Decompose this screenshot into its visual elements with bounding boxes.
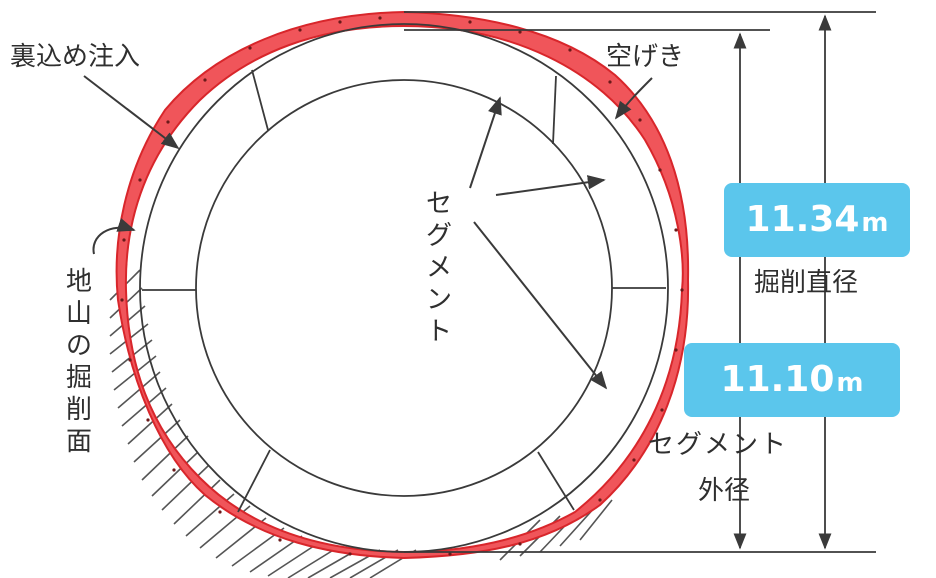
segment-diameter-unit: m (836, 368, 864, 398)
excavated-ground-label: 地山の掘削面 (65, 267, 92, 457)
segment-outer-label-2: 外径 (698, 476, 751, 506)
dimension-lines (404, 11, 876, 553)
grout-band (115, 10, 690, 560)
segment-outer-circle (139, 23, 669, 553)
backfill-label: 裏込め注入 (10, 42, 141, 72)
void-leader-arrow (614, 77, 653, 120)
segment-center-label: セグメント (425, 189, 452, 347)
segment-arrows (469, 96, 608, 390)
excavation-diameter-value: 11.34 (745, 199, 860, 240)
excavation-diameter-label: 掘削直径 (754, 268, 859, 298)
segment-joints (142, 69, 666, 513)
backfill-leader-arrow (83, 75, 180, 150)
grout-dots (120, 16, 684, 556)
segment-inner-circle (195, 79, 613, 497)
excavation-diameter-badge: 11.34 m (724, 183, 910, 257)
ground-leader-arrow (92, 218, 136, 255)
segment-diameter-badge: 11.10 m (684, 343, 900, 417)
void-label: 空げき (606, 42, 685, 72)
segment-diameter-value: 11.10 (720, 359, 835, 400)
excavation-diameter-unit: m (861, 208, 889, 238)
segment-outer-label-1: セグメント (648, 430, 789, 460)
